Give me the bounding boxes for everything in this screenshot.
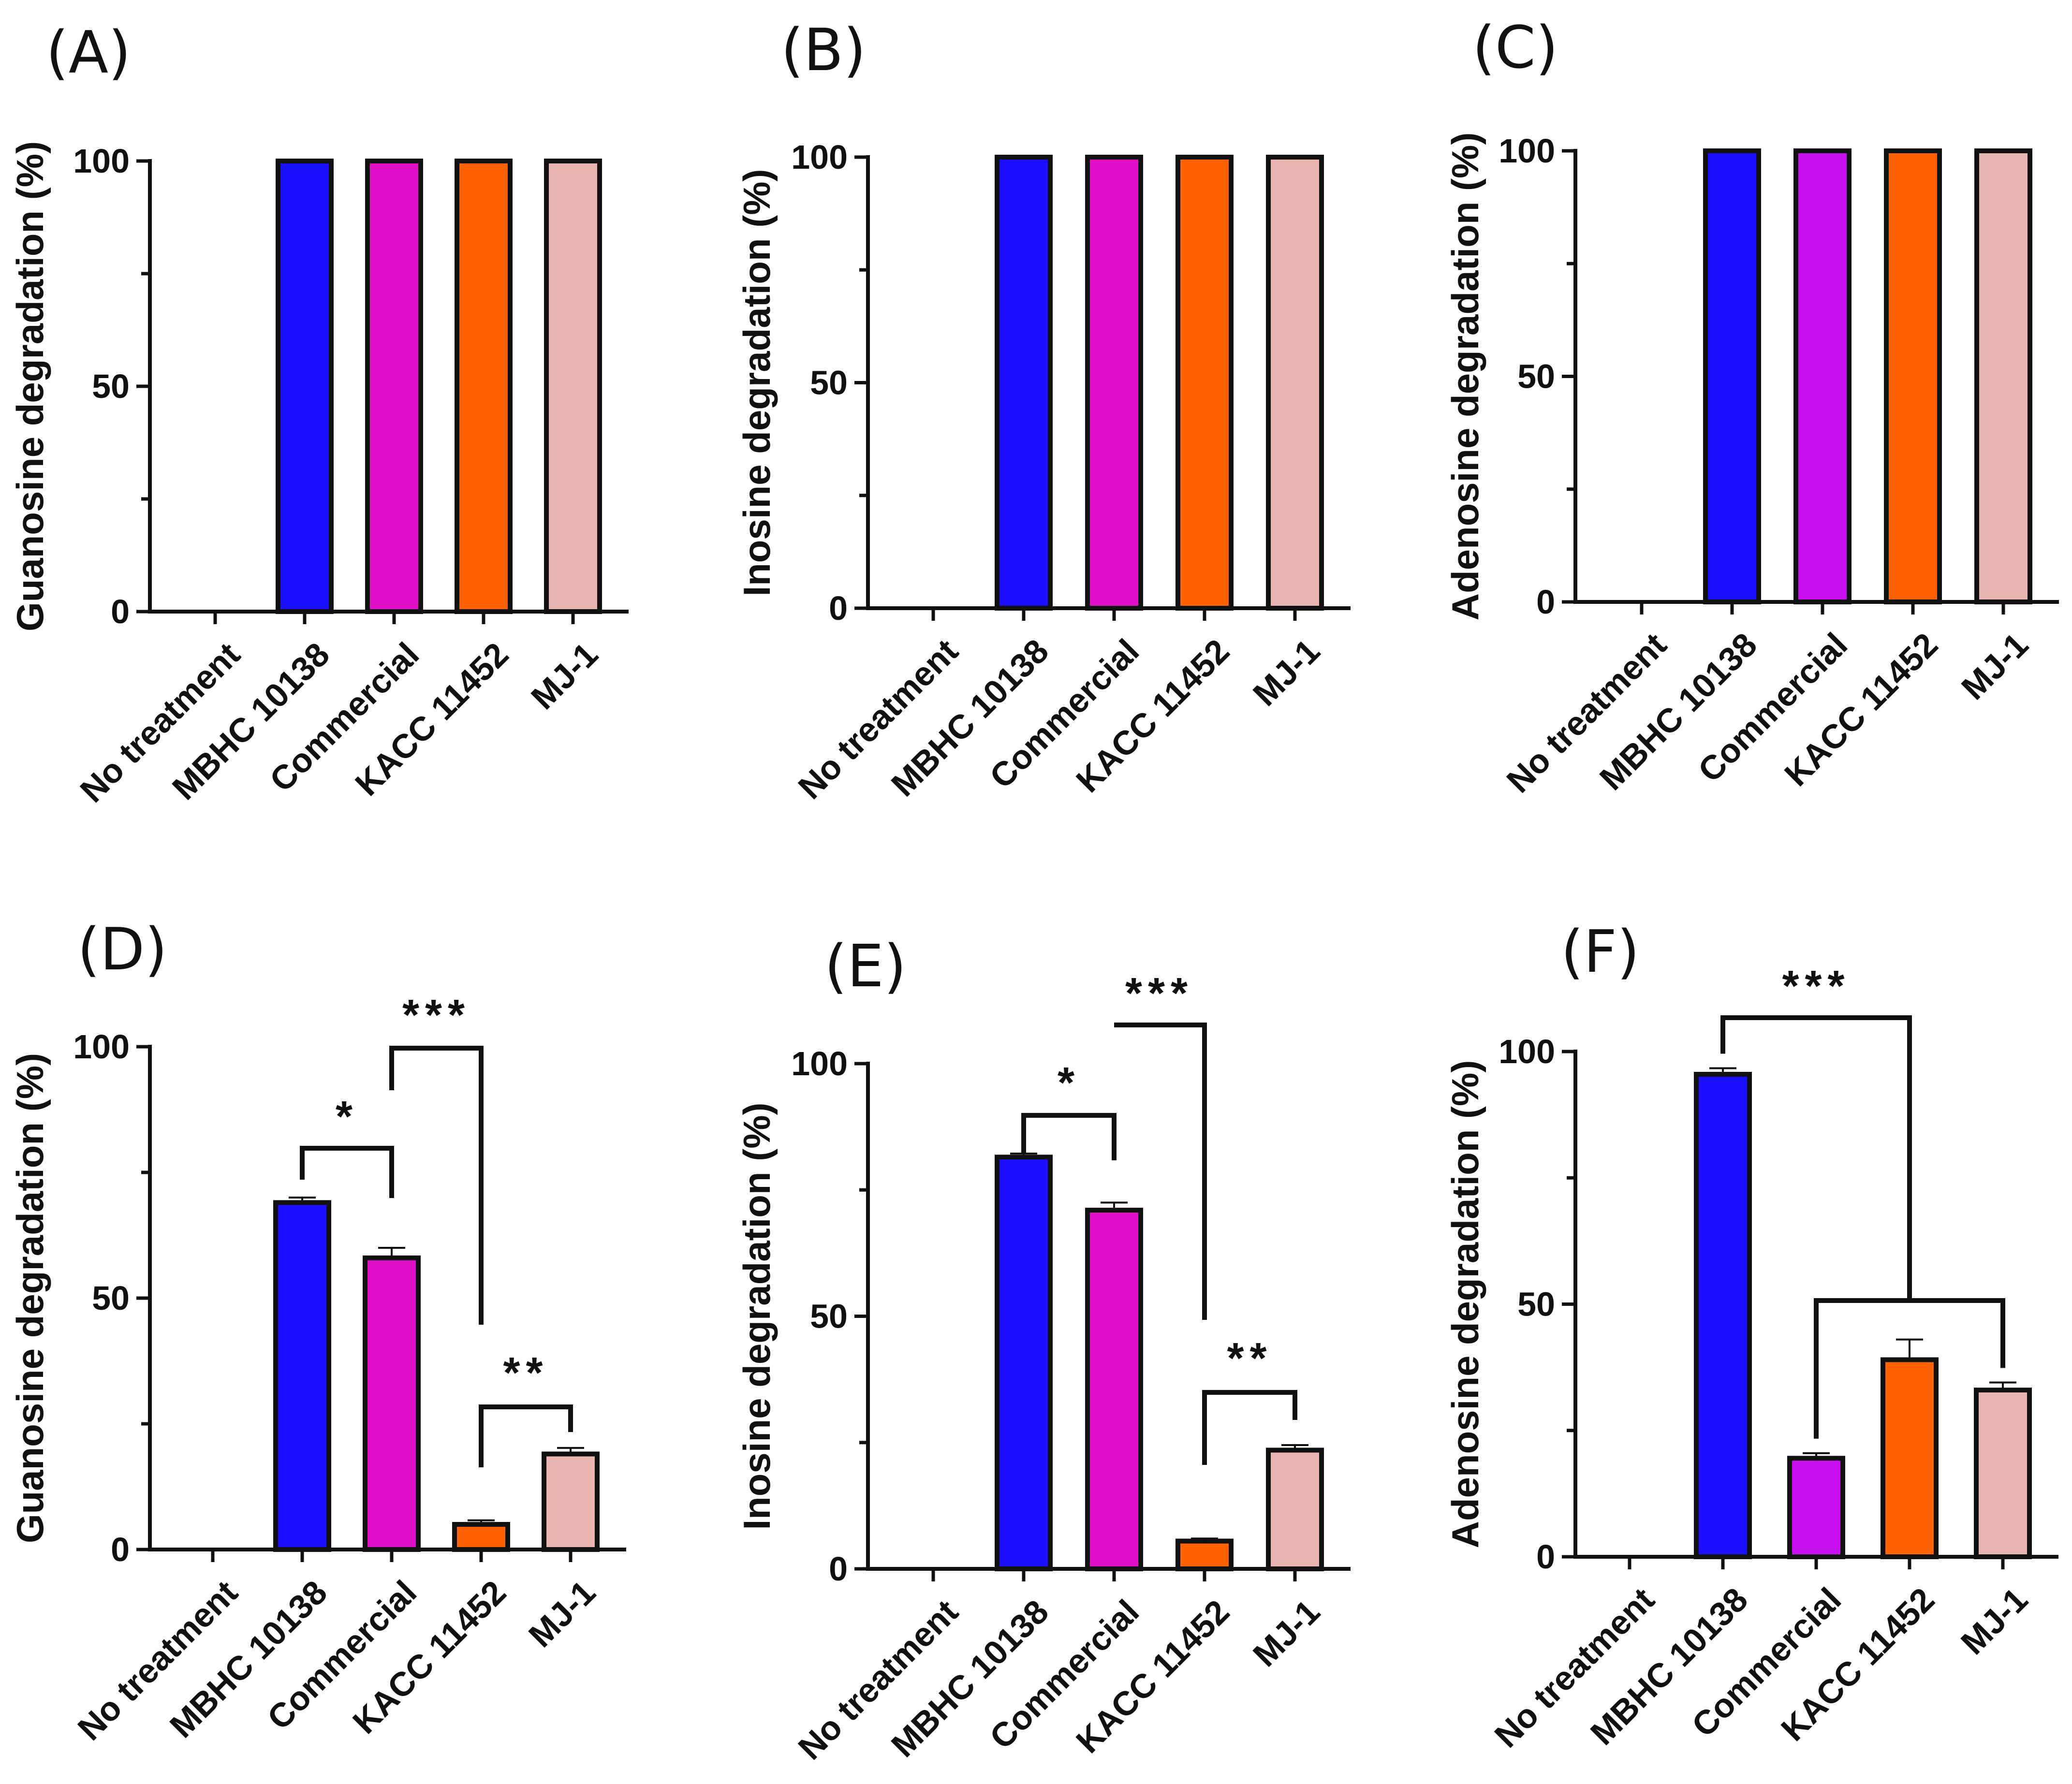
category-label: No treatment — [791, 632, 965, 806]
panel-label: (F) — [1561, 919, 1640, 986]
y-tick-label: 0 — [111, 593, 130, 630]
significance-label: ** — [503, 1349, 548, 1397]
bar-3 — [1085, 155, 1143, 611]
significance-bracket — [1720, 1015, 1912, 1301]
panel-label: (E) — [824, 933, 906, 1000]
y-tick-label: 50 — [810, 364, 848, 402]
significance-label: *** — [1782, 962, 1850, 1010]
bar-5 — [544, 159, 602, 614]
bar-4 — [1176, 155, 1234, 611]
category-label: MJ-1 — [1246, 632, 1327, 713]
category-label: No treatment — [1499, 626, 1674, 800]
bar-5 — [1974, 148, 2032, 604]
y-tick-label: 0 — [1536, 1538, 1555, 1576]
significance-bracket — [1814, 1298, 2005, 1439]
y-tick-label: 100 — [73, 142, 130, 180]
category-label: No treatment — [1487, 1580, 1661, 1755]
bar-5 — [1266, 1448, 1324, 1572]
bar-5 — [542, 1451, 600, 1552]
category-label: No treatment — [71, 1573, 245, 1747]
bar-5 — [1974, 1388, 2032, 1559]
chart-panel-e: (E) Inosine degradation (%) 0 50 100 No treat… — [735, 933, 1351, 1767]
bar-2 — [995, 155, 1053, 611]
category-label: MBHC 10138 — [884, 1593, 1056, 1764]
y-axis-label: Inosine degradation (%) — [735, 1102, 778, 1530]
category-label: No treatment — [791, 1593, 965, 1767]
category-label: No treatment — [73, 635, 247, 809]
panel-label: (A) — [46, 19, 131, 87]
bar-5 — [1266, 155, 1324, 611]
y-axis-label: Inosine degradation (%) — [735, 169, 778, 596]
y-tick-label: 0 — [829, 1550, 848, 1588]
y-tick-label: 50 — [92, 367, 130, 405]
y-tick-label: 100 — [791, 1045, 848, 1082]
y-tick-label: 50 — [810, 1298, 848, 1335]
bar-3 — [1793, 148, 1852, 604]
y-axis-label: Guanosine degradation (%) — [9, 141, 51, 631]
bar-4 — [455, 159, 513, 614]
category-label: MJ-1 — [1246, 1593, 1327, 1674]
chart-panel-a: (A) Guanosine degradation (%) 0 50 100 No tre… — [9, 19, 629, 810]
significance-label: *** — [402, 991, 470, 1039]
y-axis-label: Adenosine degradation (%) — [1444, 132, 1486, 621]
chart-panel-d: (D) Guanosine degradation (%) 0 50 100 No tre… — [9, 916, 626, 1748]
significance-bracket — [389, 1046, 484, 1325]
y-tick-label: 100 — [791, 138, 848, 176]
bar-3 — [365, 159, 423, 614]
significance-label: ** — [1227, 1334, 1272, 1383]
y-tick-label: 0 — [1536, 583, 1555, 621]
y-tick-label: 50 — [1517, 1286, 1555, 1323]
panel-label: (D) — [77, 916, 167, 983]
significance-label: *** — [1125, 969, 1193, 1018]
significance-bracket — [1021, 1113, 1117, 1160]
panel-label: (C) — [1472, 15, 1558, 82]
category-label: MJ-1 — [521, 1573, 602, 1654]
bar-3 — [363, 1255, 421, 1552]
bar-3 — [1787, 1456, 1845, 1560]
bar-2 — [273, 1200, 331, 1552]
y-tick-label: 50 — [1517, 358, 1555, 395]
bar-2 — [276, 159, 334, 614]
significance-bracket — [1202, 1390, 1297, 1465]
category-label: MBHC 10138 — [162, 1573, 334, 1745]
y-axis-label: Guanosine degradation (%) — [9, 1053, 51, 1543]
panel-label: (B) — [781, 17, 866, 84]
category-label: MBHC 10138 — [165, 635, 337, 807]
significance-bracket — [1114, 1023, 1207, 1320]
y-tick-label: 0 — [829, 589, 848, 627]
bar-2 — [1694, 1072, 1752, 1559]
significance-bracket — [479, 1404, 573, 1467]
category-label: MJ-1 — [1954, 1580, 2035, 1662]
chart-panel-c: (C) Adenosine degradation (%) 0 50 100 No tre… — [1444, 15, 2059, 800]
bar-2 — [995, 1155, 1053, 1571]
bar-4 — [452, 1522, 510, 1552]
category-label: MBHC 10138 — [884, 632, 1056, 804]
category-label: MJ-1 — [524, 635, 605, 717]
y-tick-label: 100 — [73, 1028, 130, 1066]
chart-panel-f: (F) Adenosine degradation (%) 0 50 100 No tre… — [1444, 919, 2058, 1755]
category-label: KACC 11452 — [345, 1573, 513, 1741]
bar-4 — [1881, 1357, 1939, 1559]
bar-4 — [1884, 148, 1942, 604]
bar-2 — [1703, 148, 1761, 604]
significance-label: * — [336, 1093, 358, 1141]
bar-4 — [1176, 1538, 1234, 1571]
y-tick-label: 100 — [1499, 132, 1555, 170]
category-label: MJ-1 — [1954, 626, 2035, 707]
category-label: MBHC 10138 — [1592, 626, 1764, 797]
significance-bracket — [300, 1146, 394, 1198]
chart-panel-b: (B) Inosine degradation (%) 0 50 100 No treat… — [735, 17, 1351, 806]
y-tick-label: 50 — [92, 1279, 130, 1317]
y-tick-label: 100 — [1499, 1033, 1555, 1070]
category-label: KACC 11452 — [348, 635, 515, 803]
bar-3 — [1085, 1208, 1143, 1572]
y-axis-label: Adenosine degradation (%) — [1444, 1060, 1486, 1549]
y-tick-label: 0 — [111, 1531, 130, 1568]
significance-label: * — [1058, 1059, 1080, 1107]
